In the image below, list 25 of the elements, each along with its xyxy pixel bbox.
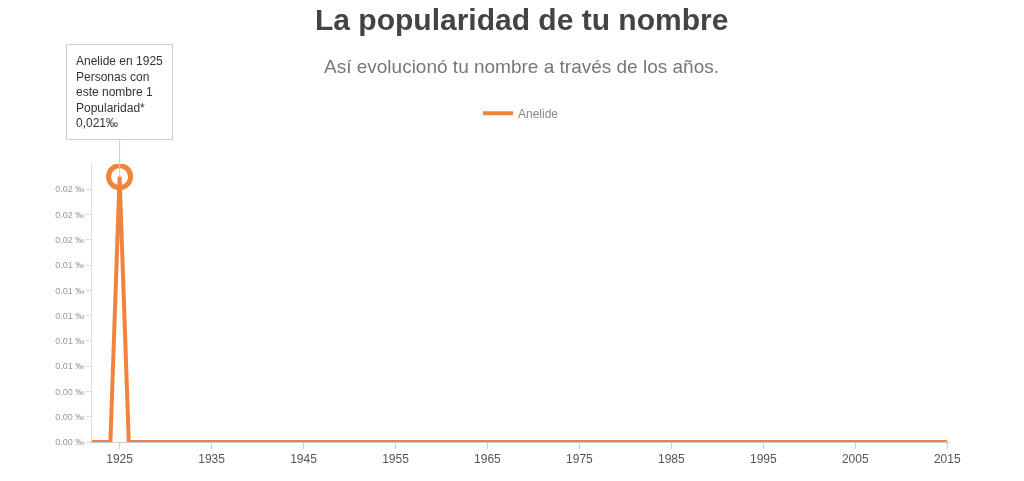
x-tick-label: 2015 [933,452,961,467]
y-tick-label: 0.01 ‰ [55,285,85,296]
y-tick-label: 0.01 ‰ [55,361,85,372]
chart-title: La popularidad de tu nombre [315,3,729,36]
y-tick-label: 0.02 ‰ [55,234,85,245]
x-tick-label: 1935 [198,452,226,467]
y-tick-label: 0.01 ‰ [55,260,85,271]
annotation: Anelide en 1925 Personas con este nombre 1 Popularidad* 0,021‰ [76,54,164,131]
y-tick-label: 0.01 ‰ [55,336,85,347]
x-tick-label: 1965 [474,452,502,467]
legend-label: Anelide [518,107,559,122]
y-tick-label: 0.01 ‰ [55,310,85,321]
x-tick-label: 2005 [841,452,869,467]
x-tick-label: 1925 [106,452,134,467]
x-tick-label: 1985 [658,452,686,467]
x-tick-label: 1975 [566,452,594,467]
y-tick-label: 0.00 ‰ [55,437,85,448]
x-tick-label: 1945 [290,452,318,467]
y-tick-label: 0.02 ‰ [55,184,85,195]
y-tick-label: 0.00 ‰ [55,411,85,422]
y-tick-label: 0.00 ‰ [55,386,85,397]
chart-subtitle: Así evolucionó tu nombre a través de los años. [324,56,720,77]
x-tick-label: 1955 [382,452,410,467]
y-tick-label: 0.02 ‰ [55,209,85,220]
x-tick-label: 1995 [749,452,777,467]
